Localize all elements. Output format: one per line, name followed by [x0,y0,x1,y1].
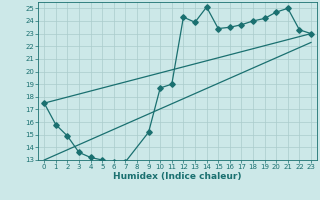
X-axis label: Humidex (Indice chaleur): Humidex (Indice chaleur) [113,172,242,181]
